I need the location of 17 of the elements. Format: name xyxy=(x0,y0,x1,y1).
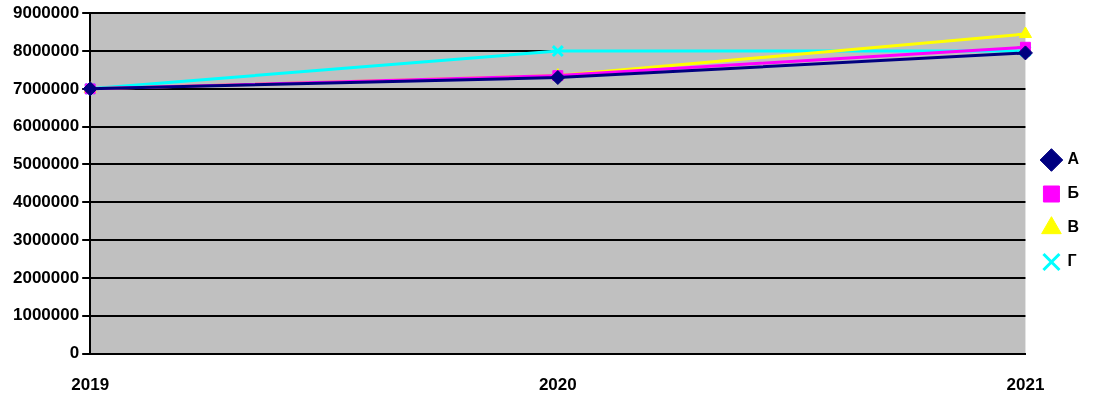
y-tick-label: 4000000 xyxy=(12,192,80,211)
x-tick-label: 2020 xyxy=(538,375,577,395)
legend-label: Г xyxy=(1067,252,1077,270)
y-tick-label: 1000000 xyxy=(12,305,80,325)
y-tick-label: 7000000 xyxy=(12,78,80,98)
y-tick-label: 6000000 xyxy=(12,116,80,136)
y-tick-label: 3000000 xyxy=(12,229,80,249)
y-tick-label: 8000000 xyxy=(12,40,80,60)
y-tick-label: 5000000 xyxy=(12,154,80,174)
y-tick-label: 2000000 xyxy=(12,267,80,287)
x-tick-label: 2019 xyxy=(71,375,110,395)
legend-label: Б xyxy=(1067,184,1079,202)
y-tick-label: 0 xyxy=(69,343,80,363)
x-tick-label: 2021 xyxy=(1006,375,1045,395)
y-tick-label: 9000000 xyxy=(12,2,80,22)
legend-label: В xyxy=(1067,218,1080,236)
legend-label: А xyxy=(1067,150,1080,168)
